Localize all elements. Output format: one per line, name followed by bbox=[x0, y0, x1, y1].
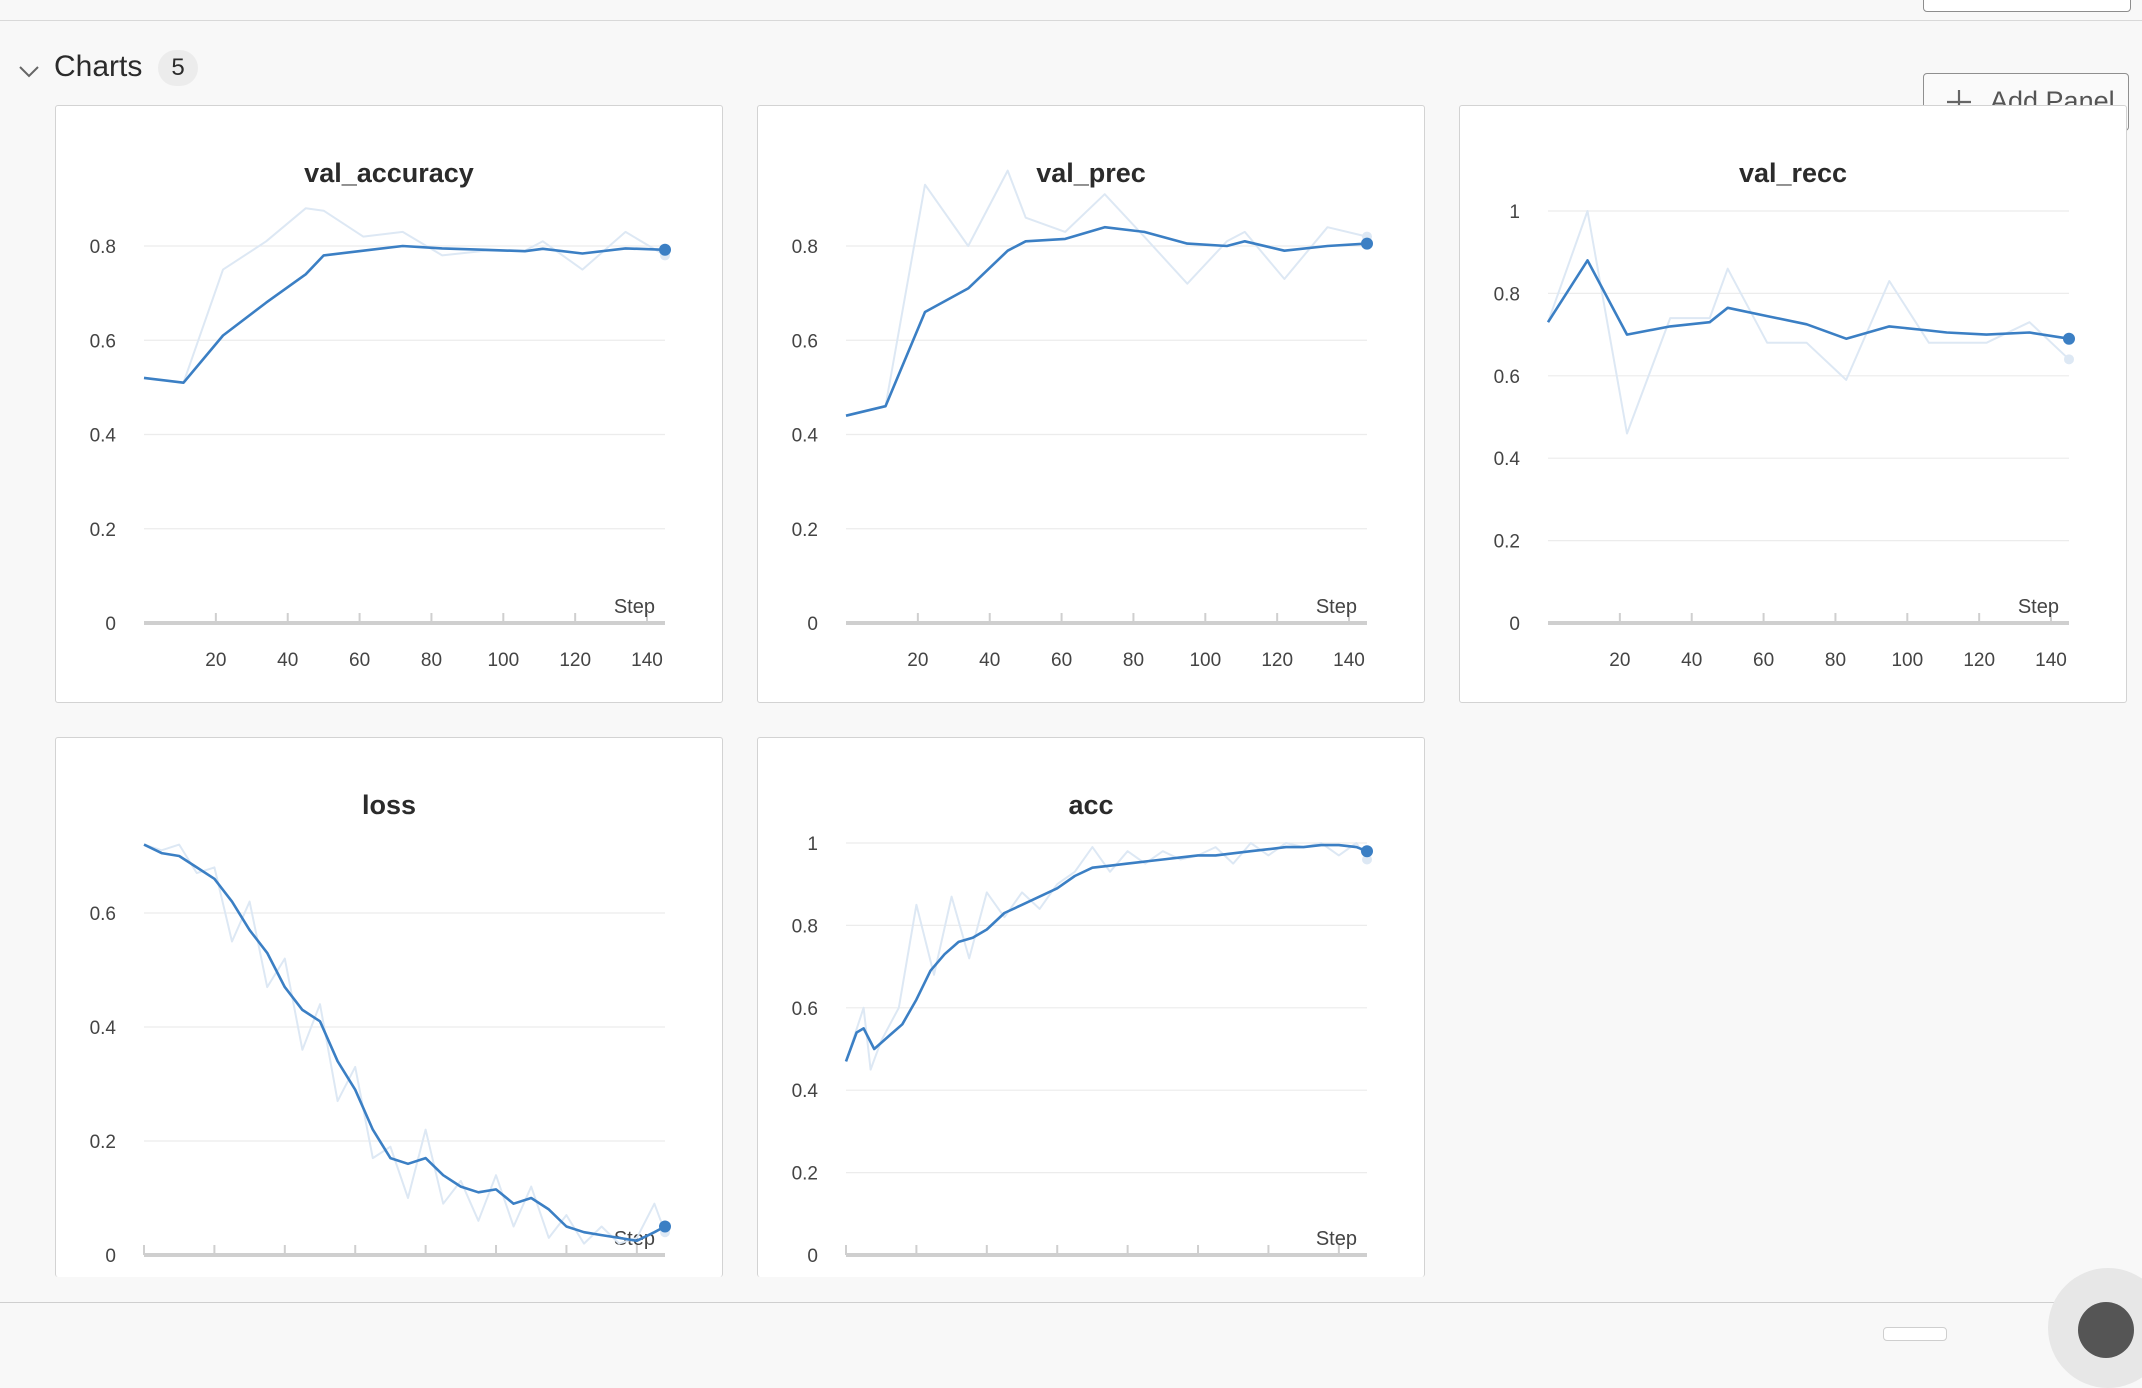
x-tick-label: 100 bbox=[487, 650, 519, 671]
help-chat-button[interactable] bbox=[2048, 1268, 2142, 1388]
chart-svg: val_prec 0 0.2 0.4 0.6 0.8 20 40 60 80 100 120 140 St… bbox=[792, 158, 1373, 671]
chart-title: val_accuracy bbox=[304, 158, 474, 188]
x-tick-label: 100 bbox=[1891, 650, 1923, 671]
x-tick-label: 120 bbox=[1261, 650, 1293, 671]
y-tick-label: 0 bbox=[807, 1246, 818, 1267]
y-tick-label: 0.4 bbox=[792, 426, 819, 447]
y-tick-label: 0.8 bbox=[90, 237, 116, 258]
bottom-control[interactable] bbox=[1883, 1327, 1947, 1341]
x-tick-label: 100 bbox=[1189, 650, 1221, 671]
y-tick-label: 0.2 bbox=[90, 1132, 116, 1153]
x-axis-title: Step bbox=[2018, 596, 2059, 618]
y-tick-label: 0.2 bbox=[90, 520, 116, 541]
y-tick-label: 0.6 bbox=[90, 331, 116, 352]
x-axis-title: Step bbox=[1316, 596, 1357, 618]
panel-count-badge: 5 bbox=[158, 50, 198, 86]
x-tick-label: 120 bbox=[1963, 650, 1995, 671]
x-tick-label: 40 bbox=[277, 650, 298, 671]
x-tick-label: 60 bbox=[349, 650, 370, 671]
y-tick-label: 0 bbox=[807, 614, 818, 635]
smoothed-series-line bbox=[143, 843, 666, 1243]
y-tick-label: 0.4 bbox=[792, 1081, 819, 1102]
smoothed-series-line bbox=[1546, 259, 2070, 340]
x-tick-label: 140 bbox=[1333, 650, 1365, 671]
x-tick-label: 120 bbox=[559, 650, 591, 671]
top-toolbar bbox=[0, 0, 2142, 21]
raw-series-line bbox=[845, 169, 1368, 417]
x-tick-label: 60 bbox=[1051, 650, 1072, 671]
smoothed-series-line bbox=[143, 244, 666, 385]
x-tick-label: 140 bbox=[631, 650, 663, 671]
series-end-point bbox=[659, 1220, 671, 1233]
smoothed-series-line bbox=[844, 843, 1368, 1062]
x-tick-label: 140 bbox=[2035, 650, 2067, 671]
y-tick-label: 0.4 bbox=[1494, 449, 1521, 470]
series-end-point bbox=[2063, 332, 2075, 345]
chat-icon bbox=[2078, 1302, 2134, 1358]
y-tick-label: 0 bbox=[105, 1246, 116, 1267]
chart-title: loss bbox=[362, 790, 416, 820]
chart-panel-val-prec[interactable]: val_prec 0 0.2 0.4 0.6 0.8 20 40 60 80 100 120 140 St… bbox=[757, 105, 1425, 703]
chart-svg: val_accuracy 0 0.2 0.4 0.6 0.8 20 40 60 80 100 120 1… bbox=[90, 158, 671, 671]
chevron-down-icon[interactable] bbox=[18, 60, 40, 82]
y-tick-label: 0 bbox=[1509, 614, 1520, 635]
x-tick-label: 20 bbox=[907, 650, 928, 671]
x-tick-label: 20 bbox=[1609, 650, 1630, 671]
raw-end-point bbox=[1362, 854, 1372, 865]
y-tick-label: 0.6 bbox=[1494, 367, 1520, 388]
raw-series-line bbox=[1547, 210, 2070, 435]
raw-series-line bbox=[143, 207, 666, 384]
y-tick-label: 0.2 bbox=[792, 1164, 818, 1185]
x-tick-label: 80 bbox=[1825, 650, 1846, 671]
y-tick-label: 0.8 bbox=[792, 916, 818, 937]
x-tick-label: 40 bbox=[1681, 650, 1702, 671]
raw-end-point bbox=[2064, 354, 2074, 365]
y-tick-label: 0.2 bbox=[792, 520, 818, 541]
x-tick-label: 20 bbox=[205, 650, 226, 671]
raw-series-line bbox=[845, 842, 1368, 1071]
bottom-bar bbox=[0, 1302, 2142, 1341]
series-end-point bbox=[1361, 237, 1373, 250]
y-tick-label: 0.4 bbox=[90, 426, 117, 447]
chart-title: val_recc bbox=[1739, 158, 1847, 188]
x-tick-label: 80 bbox=[421, 650, 442, 671]
y-tick-label: 1 bbox=[1509, 202, 1520, 223]
x-tick-label: 60 bbox=[1753, 650, 1774, 671]
chart-panel-val-recc[interactable]: val_recc 0 0.2 0.4 0.6 0.8 1 20 40 60 80 100 120 140 S… bbox=[1459, 105, 2127, 703]
y-tick-label: 1 bbox=[807, 834, 818, 855]
series-end-point bbox=[659, 243, 671, 256]
y-tick-label: 0.8 bbox=[1494, 284, 1520, 305]
x-tick-label: 80 bbox=[1123, 650, 1144, 671]
section-title[interactable]: Charts bbox=[54, 50, 143, 83]
toolbar-button[interactable] bbox=[1923, 0, 2131, 12]
y-tick-label: 0.6 bbox=[792, 331, 818, 352]
y-tick-label: 0.8 bbox=[792, 237, 818, 258]
x-axis-title: Step bbox=[614, 596, 655, 618]
chart-title: val_prec bbox=[1036, 158, 1146, 188]
smoothed-series-line bbox=[845, 225, 1368, 417]
y-tick-label: 0.2 bbox=[1494, 532, 1520, 553]
charts-section-header: Charts 5 Add Panel bbox=[0, 40, 2142, 131]
x-tick-label: 40 bbox=[979, 650, 1000, 671]
y-tick-label: 0.6 bbox=[792, 999, 818, 1020]
series-end-point bbox=[1361, 845, 1373, 858]
y-tick-label: 0.6 bbox=[90, 904, 116, 925]
chart-panel-val-accuracy[interactable]: val_accuracy 0 0.2 0.4 0.6 0.8 20 40 60 80 100 120 1… bbox=[55, 105, 723, 703]
y-tick-label: 0.4 bbox=[90, 1018, 117, 1039]
raw-series-line bbox=[143, 843, 666, 1245]
chart-title: acc bbox=[1068, 790, 1113, 820]
y-tick-label: 0 bbox=[105, 614, 116, 635]
x-axis-title: Step bbox=[1316, 1228, 1357, 1250]
